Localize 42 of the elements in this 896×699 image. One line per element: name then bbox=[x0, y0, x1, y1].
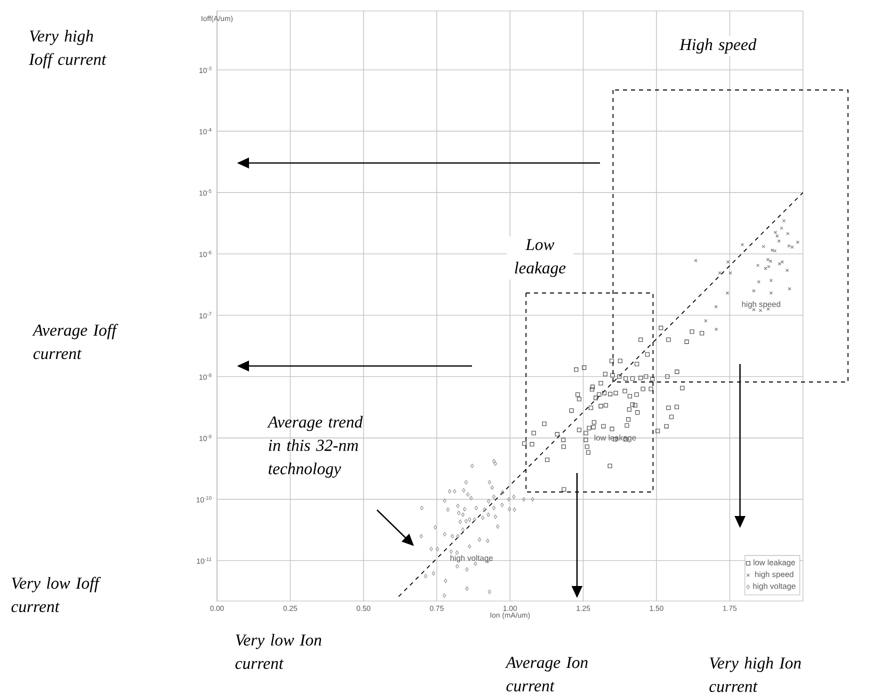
point bbox=[726, 260, 730, 264]
point bbox=[778, 262, 782, 266]
annotation: High speed bbox=[679, 38, 756, 54]
legend-label: high speed bbox=[755, 571, 794, 579]
text: Very low Ion current bbox=[235, 634, 322, 670]
point bbox=[714, 328, 718, 331]
point bbox=[752, 289, 756, 292]
point bbox=[718, 271, 722, 275]
point bbox=[780, 260, 784, 264]
point bbox=[782, 219, 786, 222]
legend-label: high voltage bbox=[753, 583, 796, 590]
point bbox=[740, 243, 744, 246]
text: high speed bbox=[742, 301, 780, 309]
point bbox=[714, 305, 718, 308]
annotation: Low leakage bbox=[514, 239, 566, 277]
point bbox=[776, 234, 779, 238]
text: Very low Ioff current bbox=[11, 576, 101, 612]
text: Very high Ioff current bbox=[28, 30, 106, 68]
legend-label: low leakage bbox=[754, 559, 795, 567]
point bbox=[764, 266, 768, 270]
text: high voltage bbox=[450, 554, 493, 562]
point bbox=[762, 244, 766, 248]
text: Very high Ion current bbox=[709, 656, 801, 692]
point bbox=[757, 280, 760, 284]
text: Average Ioff current bbox=[32, 324, 118, 360]
point bbox=[726, 291, 730, 295]
point bbox=[788, 287, 792, 290]
point bbox=[786, 232, 790, 236]
point bbox=[704, 319, 708, 323]
point bbox=[774, 230, 778, 234]
point bbox=[770, 248, 774, 252]
point bbox=[769, 278, 773, 282]
point bbox=[728, 271, 732, 275]
text: low leakage bbox=[594, 434, 636, 442]
point bbox=[787, 244, 791, 248]
annotation: Average trend in this 32-nm technology bbox=[267, 416, 363, 478]
point bbox=[694, 258, 698, 262]
text: Average Ion current bbox=[505, 656, 588, 692]
point bbox=[768, 260, 772, 263]
point bbox=[766, 258, 770, 262]
point bbox=[767, 264, 770, 268]
point bbox=[790, 245, 794, 249]
